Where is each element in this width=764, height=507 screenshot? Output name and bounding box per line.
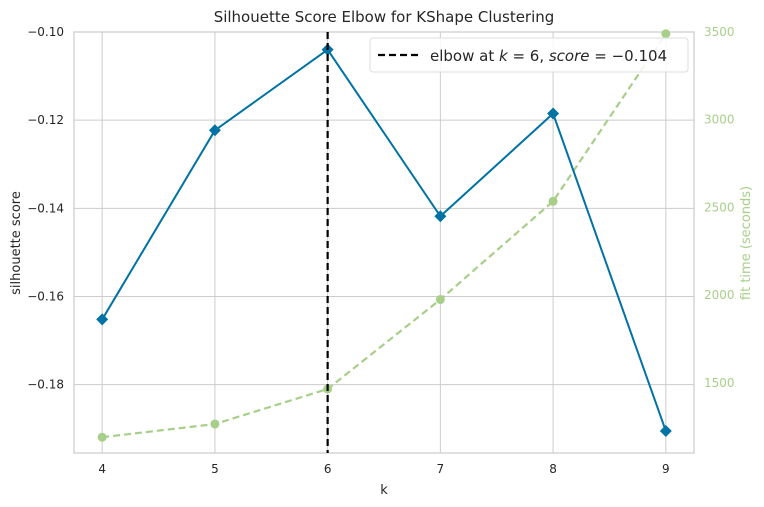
- x-tick-labels: 4 5 6 7 8 9: [98, 462, 669, 476]
- y2-tick-label: 1500: [704, 376, 735, 390]
- y-tick-label: −0.18: [27, 378, 64, 392]
- y-axis-label: silhouette score: [9, 191, 24, 295]
- fit-time-point: [661, 29, 671, 39]
- y2-tick-label: 3500: [704, 25, 735, 39]
- y2-tick-label: 2500: [704, 200, 735, 214]
- fit-time-point: [97, 432, 107, 442]
- plot-frame: [73, 31, 695, 454]
- x-axis-label: k: [380, 483, 388, 498]
- x-tick-label: 5: [211, 462, 219, 476]
- silhouette-score-point: [96, 313, 109, 326]
- y2-tick-label: 3000: [704, 113, 735, 127]
- y-tick-label: −0.16: [27, 290, 64, 304]
- fit-time-line: [102, 33, 667, 439]
- y2-tick-labels: 3500 3000 2500 2000 1500: [704, 25, 735, 390]
- legend-box: [369, 37, 689, 73]
- silhouette-score-point: [659, 424, 672, 437]
- silhouette-score-point: [208, 124, 221, 137]
- x-tick-label: 4: [98, 462, 106, 476]
- legend-label: elbow at k = 6, score = −0.104: [430, 47, 667, 65]
- y2-tick-label: 2000: [704, 288, 735, 302]
- silhouette-score-point: [547, 107, 560, 120]
- silhouette-score-point: [434, 210, 447, 223]
- y2-axis-label: fit time (seconds): [739, 186, 754, 300]
- series-layer: [96, 29, 672, 442]
- y-tick-label: −0.14: [27, 201, 64, 215]
- legend: elbow at k = 6, score = −0.104: [369, 37, 689, 73]
- x-tick-label: 9: [662, 462, 670, 476]
- silhouette-score-line: [101, 48, 667, 432]
- fit-time-point: [210, 419, 220, 429]
- chart-title: Silhouette Score Elbow for KShape Cluste…: [214, 8, 555, 26]
- y-tick-label: −0.10: [27, 25, 64, 39]
- y-tick-labels: −0.10 −0.12 −0.14 −0.16 −0.18: [27, 25, 64, 392]
- x-tick-label: 8: [549, 462, 557, 476]
- fit-time-point: [548, 196, 558, 206]
- y-tick-label: −0.12: [27, 113, 64, 127]
- fit-time-point: [435, 295, 445, 305]
- x-tick-label: 6: [324, 462, 332, 476]
- x-tick-label: 7: [437, 462, 445, 476]
